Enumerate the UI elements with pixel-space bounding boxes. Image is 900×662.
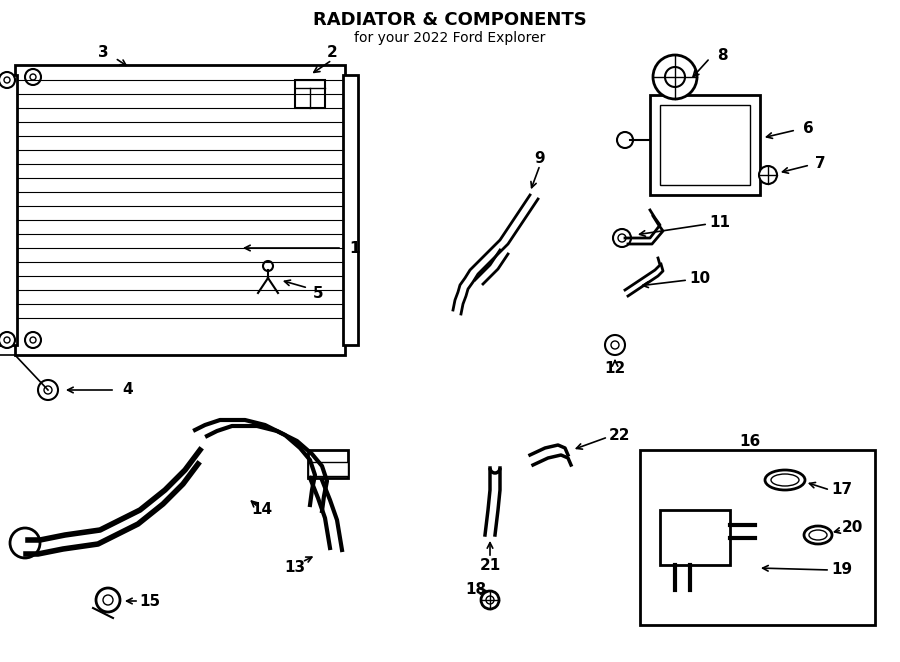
- Text: 6: 6: [803, 120, 814, 136]
- Circle shape: [613, 229, 631, 247]
- Text: 18: 18: [465, 583, 487, 598]
- Circle shape: [618, 234, 626, 242]
- Text: 10: 10: [689, 271, 711, 285]
- Text: 1: 1: [350, 240, 360, 256]
- Text: 16: 16: [740, 434, 760, 449]
- Circle shape: [103, 595, 113, 605]
- Bar: [660, 510, 730, 565]
- Circle shape: [481, 591, 499, 609]
- Text: 20: 20: [842, 520, 863, 536]
- Bar: [343, 75, 358, 345]
- Text: 3: 3: [98, 44, 108, 60]
- Text: 15: 15: [140, 594, 160, 608]
- Circle shape: [486, 596, 494, 604]
- Text: 13: 13: [284, 561, 306, 575]
- Circle shape: [44, 386, 52, 394]
- Text: 19: 19: [832, 563, 852, 577]
- Text: 7: 7: [814, 156, 825, 171]
- Ellipse shape: [809, 530, 827, 540]
- Bar: [640, 450, 875, 625]
- Text: 17: 17: [832, 483, 852, 498]
- Circle shape: [617, 132, 633, 148]
- Circle shape: [4, 77, 10, 83]
- Ellipse shape: [771, 474, 799, 486]
- Text: 8: 8: [716, 48, 727, 62]
- Circle shape: [25, 332, 41, 348]
- Bar: [660, 105, 750, 185]
- Text: 9: 9: [535, 150, 545, 166]
- Circle shape: [665, 67, 685, 87]
- Circle shape: [96, 588, 120, 612]
- Bar: [308, 462, 348, 476]
- Circle shape: [0, 332, 15, 348]
- Text: for your 2022 Ford Explorer: for your 2022 Ford Explorer: [355, 31, 545, 45]
- Circle shape: [611, 341, 619, 349]
- Circle shape: [653, 55, 697, 99]
- Bar: [650, 95, 760, 195]
- Circle shape: [605, 335, 625, 355]
- Bar: [15, 65, 345, 355]
- Circle shape: [10, 528, 40, 558]
- Text: 2: 2: [327, 44, 338, 60]
- Circle shape: [30, 74, 36, 80]
- Bar: [308, 450, 348, 478]
- Text: RADIATOR & COMPONENTS: RADIATOR & COMPONENTS: [313, 11, 587, 29]
- Circle shape: [263, 261, 273, 271]
- Ellipse shape: [765, 470, 805, 490]
- Bar: [0, 75, 17, 345]
- Text: 22: 22: [609, 428, 631, 442]
- Bar: [295, 80, 325, 108]
- Circle shape: [759, 166, 777, 184]
- Ellipse shape: [804, 526, 832, 544]
- Text: 5: 5: [312, 285, 323, 301]
- Text: 12: 12: [605, 361, 626, 375]
- Circle shape: [38, 380, 58, 400]
- Text: 21: 21: [480, 557, 500, 573]
- Circle shape: [25, 69, 41, 85]
- Circle shape: [4, 337, 10, 343]
- Text: 14: 14: [251, 502, 273, 518]
- Circle shape: [30, 337, 36, 343]
- Text: 11: 11: [709, 214, 731, 230]
- Text: 4: 4: [122, 383, 133, 397]
- Circle shape: [0, 72, 15, 88]
